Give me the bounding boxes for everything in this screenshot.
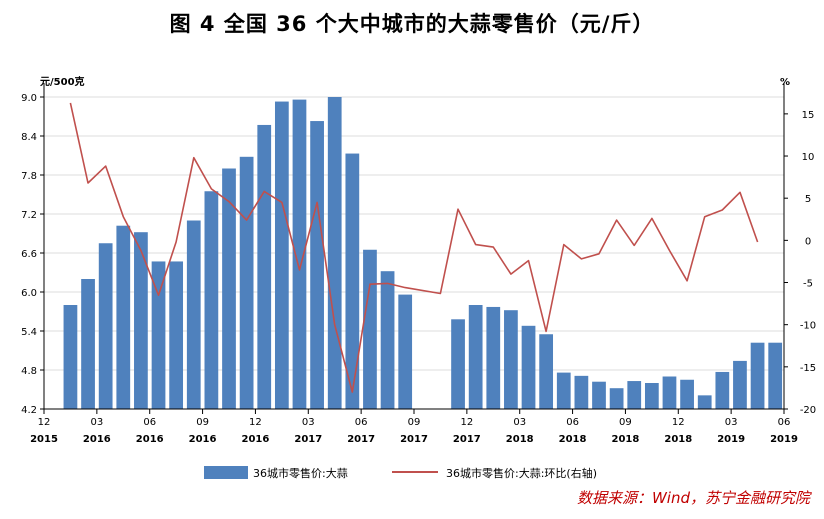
- x-tick-label-month: 06: [143, 417, 156, 428]
- x-tick-label-year: 2017: [347, 434, 375, 445]
- axes: 4.2 4.8 5.4 6.0 6.6 7.2 7.8 8.4 9.0 -20 -15 -10 -5 0 5…: [21, 75, 816, 445]
- bar: [363, 249, 377, 409]
- bar: [81, 279, 95, 409]
- bar: [680, 379, 694, 409]
- bar: [222, 168, 236, 409]
- x-tick-label-month: 06: [355, 417, 368, 428]
- bar: [539, 334, 554, 409]
- y-left-tick-label: 6.6: [21, 249, 37, 260]
- bar: [257, 124, 272, 409]
- bar: [468, 305, 483, 409]
- y-left-tick-label: 7.8: [21, 171, 37, 182]
- bar: [239, 156, 254, 409]
- x-tick-label-month: 06: [778, 417, 791, 428]
- bar: [380, 271, 395, 409]
- x-tick-label-month: 06: [566, 417, 579, 428]
- x-tick-label-month: 09: [408, 417, 421, 428]
- bar: [521, 325, 536, 409]
- bar: [609, 388, 624, 409]
- y-left-tick-label: 4.8: [21, 366, 37, 377]
- x-tick-label-year: 2018: [559, 434, 587, 445]
- x-tick-label-month: 12: [672, 417, 685, 428]
- y-left-unit-label: 元/500克: [40, 75, 85, 88]
- bar: [327, 97, 342, 409]
- x-tick-label-month: 03: [90, 417, 103, 428]
- y-right-tick-label: 5: [805, 194, 811, 205]
- x-tick-label-month: 03: [302, 417, 315, 428]
- bar: [715, 371, 730, 409]
- legend-swatch-bar: [204, 466, 248, 479]
- bar: [274, 101, 289, 410]
- bar: [204, 191, 219, 409]
- legend: 36城市零售价:大蒜 36城市零售价:大蒜:环比(右轴): [204, 466, 597, 480]
- line-path: [69, 102, 759, 393]
- y-left-tick-label: 5.4: [21, 327, 37, 338]
- x-tick-label-month: 12: [38, 417, 51, 428]
- x-tick-label-year: 2017: [400, 434, 428, 445]
- x-tick-label-month: 09: [196, 417, 209, 428]
- x-tick-label-year: 2015: [30, 434, 58, 445]
- bar: [398, 294, 413, 409]
- bar: [345, 153, 360, 409]
- bar: [504, 310, 518, 409]
- y-left-tick-label: 4.2: [21, 405, 37, 416]
- bar: [574, 375, 589, 409]
- x-tick-label-year: 2016: [242, 434, 270, 445]
- bar: [486, 306, 501, 409]
- source-note: 数据来源：Wind，苏宁金融研究院: [576, 489, 810, 507]
- bar-series: [63, 97, 783, 410]
- chart-title: 图 4 全国 36 个大中城市的大蒜零售价（元/斤）: [169, 12, 655, 36]
- bar: [451, 319, 465, 409]
- y-right-tick-label: -5: [803, 279, 813, 290]
- bar: [627, 381, 642, 409]
- y-left-tick-label: 8.4: [21, 132, 37, 143]
- bar: [134, 232, 148, 409]
- y-right-tick-label: -10: [800, 321, 816, 332]
- y-left-tick-label: 6.0: [21, 288, 37, 299]
- x-tick-label-month: 03: [513, 417, 526, 428]
- x-tick-label-month: 09: [619, 417, 632, 428]
- bar: [186, 220, 201, 409]
- x-tick-label-year: 2018: [506, 434, 534, 445]
- y-right-tick-label: -20: [800, 405, 816, 416]
- x-tick-label-year: 2018: [664, 434, 692, 445]
- x-tick-label-year: 2018: [612, 434, 640, 445]
- y-right-tick-label: -15: [800, 363, 816, 374]
- y-right-tick-label: 10: [802, 152, 815, 163]
- bar: [292, 99, 307, 409]
- bar: [662, 376, 677, 409]
- x-tick-label-month: 12: [249, 417, 262, 428]
- legend-label-bar: 36城市零售价:大蒜: [253, 466, 348, 480]
- bar: [750, 342, 765, 409]
- y-right-unit-label: %: [780, 77, 790, 88]
- bar: [592, 381, 606, 409]
- legend-label-line: 36城市零售价:大蒜:环比(右轴): [446, 466, 597, 480]
- x-tick-label-year: 2017: [294, 434, 322, 445]
- y-left-tick-label: 9.0: [21, 93, 37, 104]
- bar: [644, 383, 659, 409]
- x-tick-label-year: 2017: [453, 434, 481, 445]
- x-tick-label-year: 2016: [136, 434, 164, 445]
- x-tick-label-month: 12: [460, 417, 473, 428]
- y-right-tick-label: 0: [805, 236, 811, 247]
- bar: [310, 121, 324, 410]
- bar: [151, 261, 166, 409]
- bar: [733, 360, 747, 409]
- y-right-tick-label: 15: [802, 110, 815, 121]
- bar: [697, 395, 712, 409]
- line-series: [69, 102, 759, 393]
- x-tick-label-year: 2016: [189, 434, 217, 445]
- bar: [169, 261, 184, 409]
- x-tick-label-month: 03: [725, 417, 738, 428]
- x-tick-label-year: 2019: [770, 434, 798, 445]
- bar: [116, 225, 131, 409]
- x-tick-label-year: 2019: [717, 434, 745, 445]
- bar: [556, 372, 571, 409]
- bar: [63, 305, 78, 409]
- bar: [98, 243, 113, 409]
- bar: [768, 342, 783, 409]
- x-tick-label-year: 2016: [83, 434, 111, 445]
- y-left-tick-label: 7.2: [21, 210, 37, 221]
